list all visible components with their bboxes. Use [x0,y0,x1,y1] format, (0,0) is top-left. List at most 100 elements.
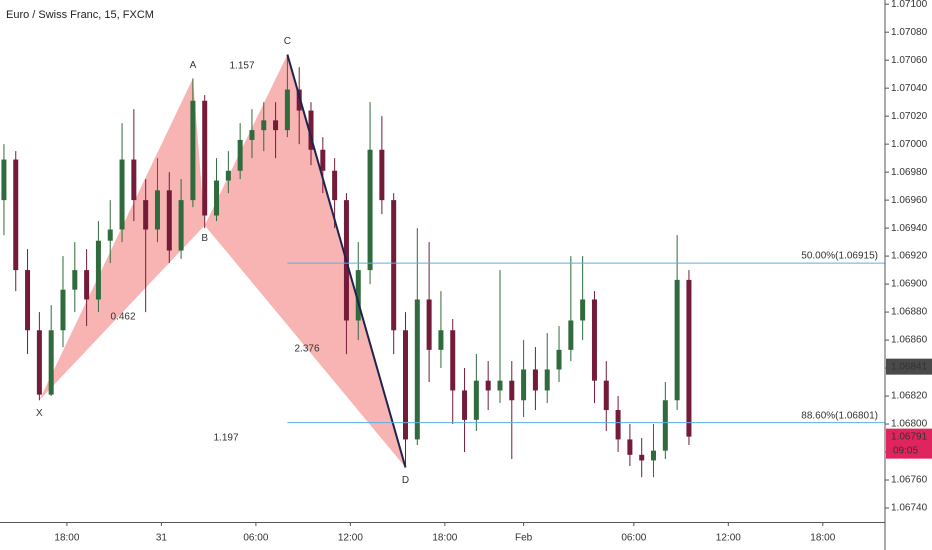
pattern-point-label: A [190,60,197,71]
y-tick-label: 1.06800 [891,419,928,430]
candle-body [107,229,113,241]
y-tick-label: 1.07000 [891,139,928,150]
candle-body [402,330,408,440]
candle-body [414,299,420,440]
candle-body [178,200,184,251]
candle-body [521,369,527,401]
pattern-point-label: C [284,36,291,47]
x-tick-label: 31 [156,533,168,544]
candle-body [674,279,680,401]
candle-body [367,149,373,271]
y-tick-label: 1.06920 [891,251,928,262]
last-price-label: 1.06791 [891,431,928,442]
candle-body [556,349,562,370]
candle-body [119,159,125,230]
candle-body [450,330,456,391]
candle-body [261,120,267,131]
pattern-triangle [204,54,406,468]
x-tick-label: 12:00 [338,533,363,544]
candle-body [273,120,279,131]
candle-body [639,454,645,461]
candle-body [13,159,19,271]
candle-body [72,270,78,290]
candle-body [615,410,621,440]
y-tick-label: 1.07020 [891,111,928,122]
y-tick-label: 1.06880 [891,307,928,318]
ratio-label: 1.197 [213,433,238,444]
y-tick-label: 1.07100 [891,0,928,10]
y-tick-label: 1.06740 [891,503,928,514]
candle-body [214,180,220,216]
pattern-point-label: X [36,408,43,419]
candle-body [473,380,479,420]
candle-body [438,330,444,350]
x-tick-label: 18:00 [54,533,79,544]
x-tick-label: 18:00 [810,533,835,544]
fib-level-label: 88.60%(1.06801) [801,410,878,421]
candle-body [532,369,538,391]
y-tick-label: 1.06940 [891,223,928,234]
candle-body [296,89,302,111]
candle-body [591,299,597,381]
x-tick-label: 06:00 [243,533,268,544]
candle-body [627,439,633,455]
candle-body [84,270,90,300]
y-tick-label: 1.07040 [891,83,928,94]
candle-body [202,100,208,216]
candle-body [249,130,255,140]
candle-body [166,190,172,251]
candle-body [154,190,160,230]
candle-body [225,170,231,181]
candle-body [308,110,314,150]
candle-body [1,159,7,201]
candle-body [426,299,432,350]
candle-body [332,170,338,201]
y-tick-label: 1.06760 [891,475,928,486]
pattern-point-label: D [402,475,409,486]
y-tick-label: 1.07060 [891,55,928,66]
ratio-label: 1.157 [229,61,254,72]
chart-title: Euro / Swiss Franc, 15, FXCM [6,9,154,21]
candle-body [25,270,31,331]
candle-body [580,299,586,321]
x-tick-label: 18:00 [432,533,457,544]
ratio-label: 0.462 [110,312,135,323]
candle-body [391,200,397,331]
y-tick-label: 1.06980 [891,167,928,178]
ratio-label: 2.376 [294,344,319,355]
x-tick-label: 06:00 [621,533,646,544]
candle-body [568,320,574,350]
pattern-line [286,54,407,468]
pattern-point-label: B [201,233,208,244]
y-tick-label: 1.06820 [891,391,928,402]
candle-body [651,450,657,461]
candle-body [497,380,503,391]
candle-body [462,390,468,420]
plot-area [1,54,885,478]
fib-level-label: 50.00%(1.06915) [801,251,878,262]
price-badge [886,358,932,375]
candle-body [48,330,54,395]
candle-body [60,289,66,331]
y-tick-label: 1.06960 [891,195,928,206]
last-price-badge [886,428,932,459]
x-tick-label: 12:00 [716,533,741,544]
candle-body [320,149,326,171]
candle-body [143,200,149,230]
price-badge-label: 1.06841 [891,361,928,372]
candle-body [603,380,609,411]
y-tick-label: 1.07080 [891,27,928,38]
y-tick-label: 1.06900 [891,279,928,290]
candle-body [36,330,42,395]
candle-body [190,100,196,201]
candle-body [662,400,668,451]
candle-body [686,279,692,437]
candle-body [379,149,385,201]
candle-body [485,380,491,391]
candle-body [284,89,290,131]
candle-body [544,369,550,391]
x-tick-label: Feb [515,533,533,544]
candle-body [237,139,243,171]
candle-body [355,270,361,321]
